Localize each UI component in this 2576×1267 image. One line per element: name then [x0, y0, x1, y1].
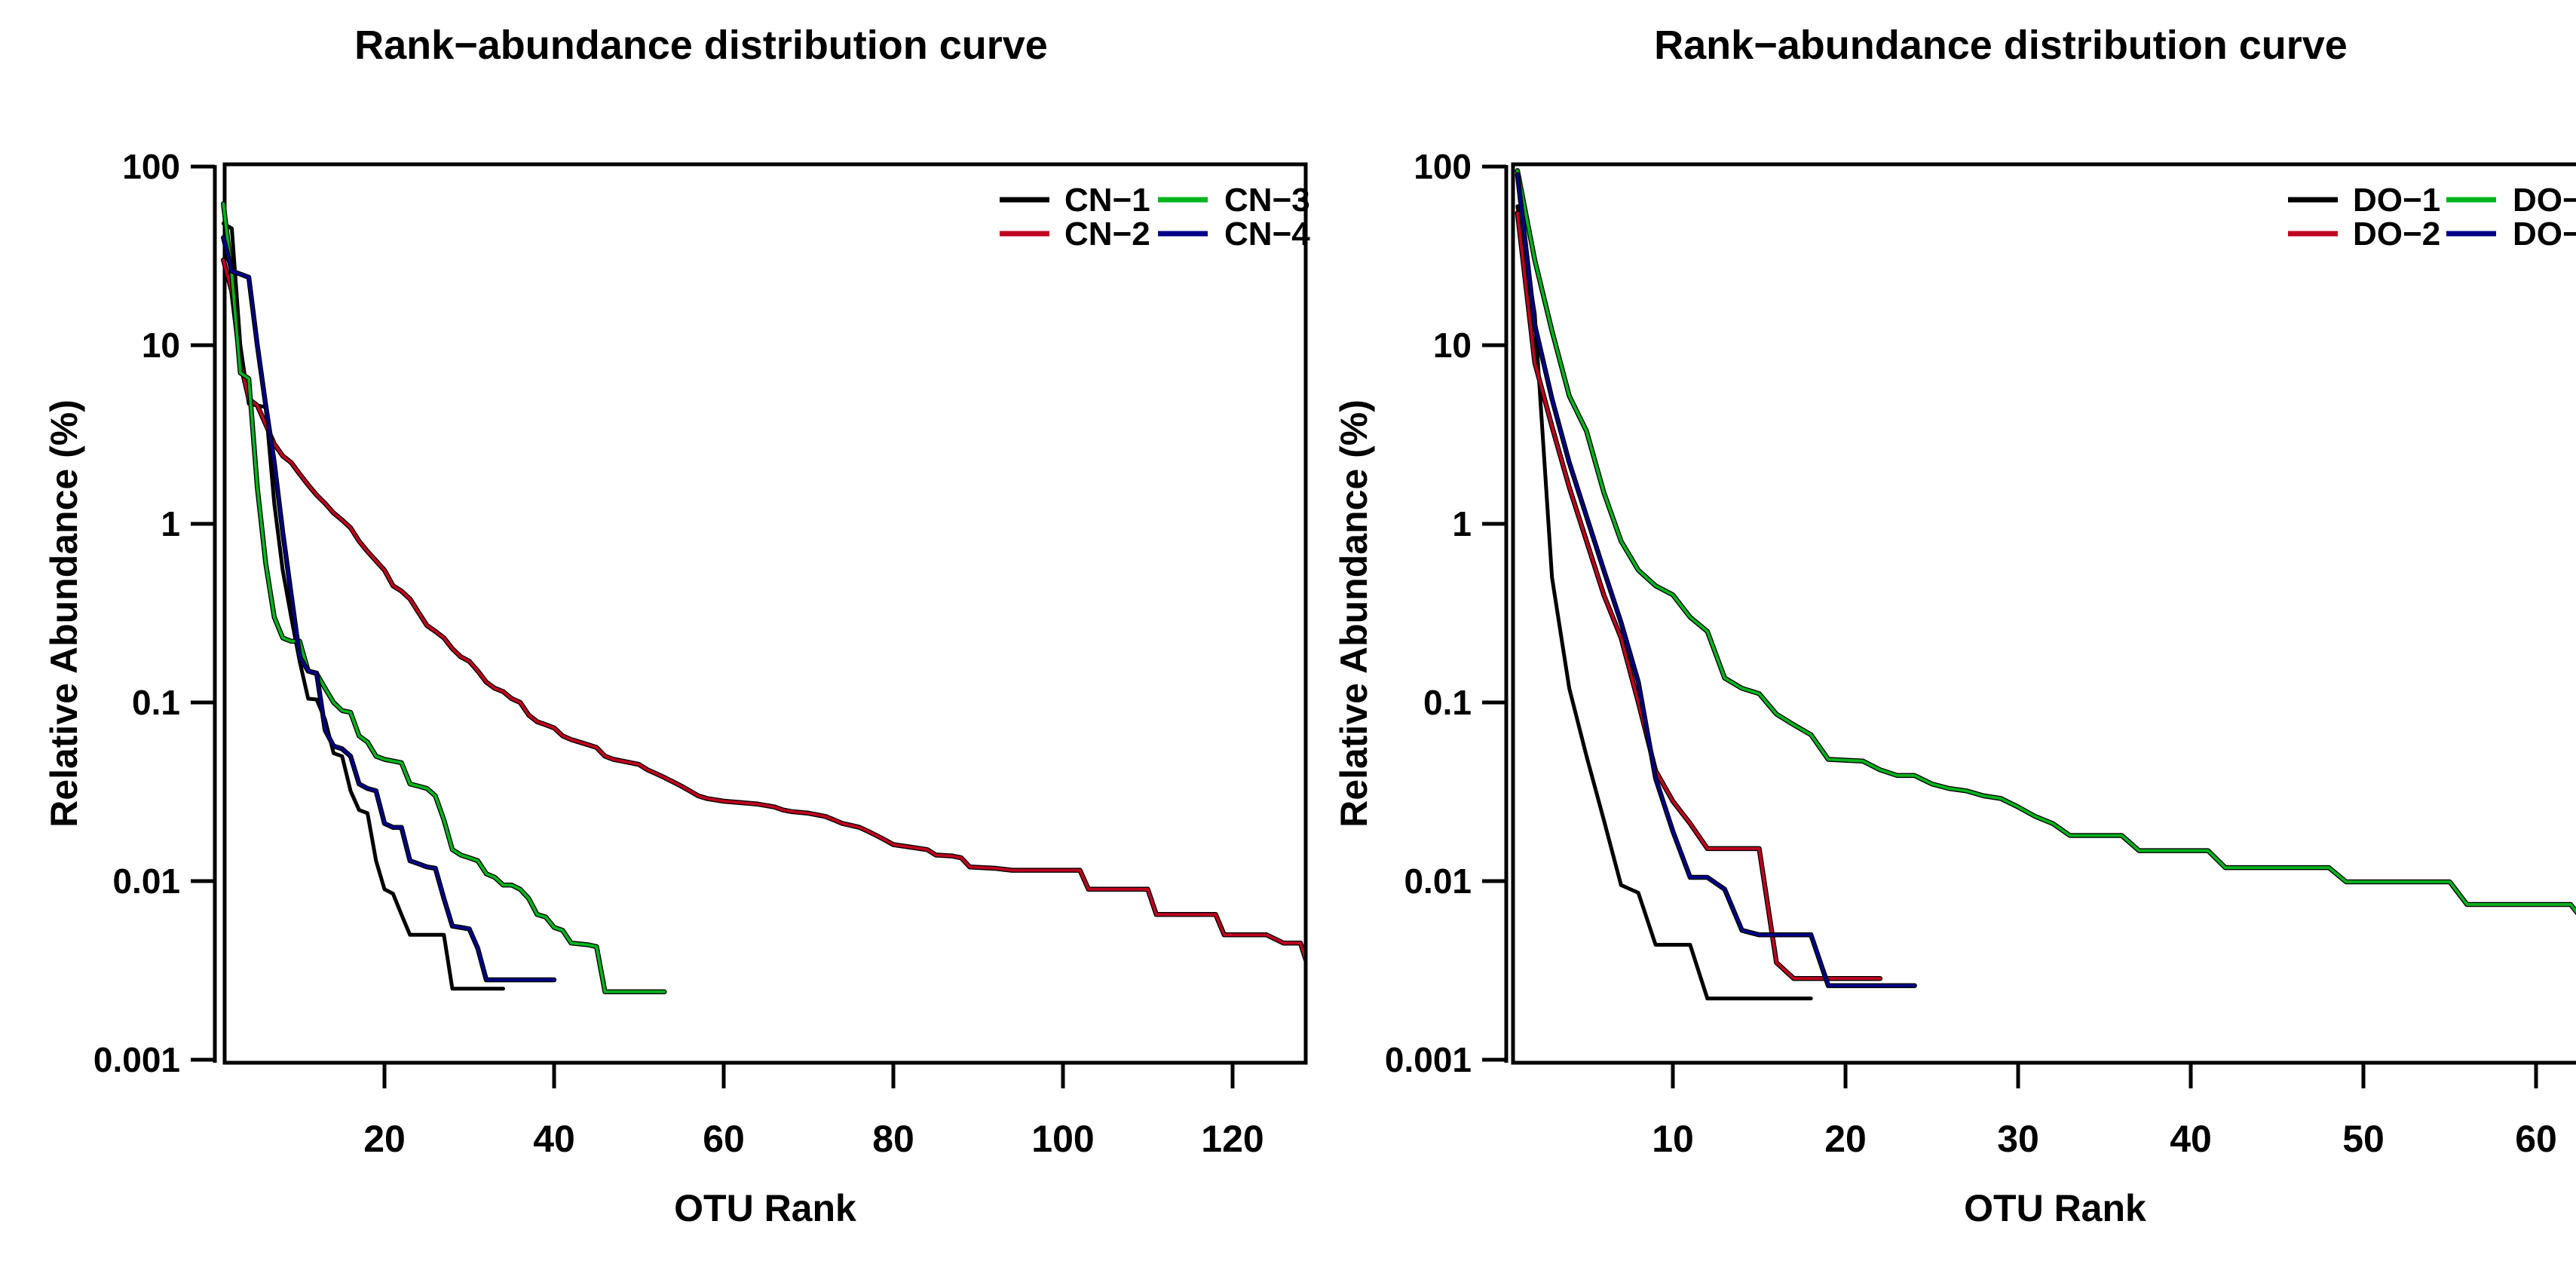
y-tick-label: 10 — [1433, 326, 1472, 365]
x-tick-label: 40 — [2170, 1118, 2212, 1160]
series-line-CN−2 — [222, 259, 1304, 959]
legend-label-DO−2: DO−2 — [2353, 216, 2440, 252]
legend-label-CN−3: CN−3 — [1224, 182, 1310, 219]
chart-panel-right: Rank−abundance distribution curve Relati… — [1319, 12, 2576, 1267]
series-line-outline-DO−4 — [1515, 172, 1917, 988]
legend-label-DO−1: DO−1 — [2353, 182, 2440, 219]
rank-abundance-chart-left-svg: Rank−abundance distribution curve Relati… — [43, 23, 1310, 1229]
series-group — [1515, 168, 2576, 1001]
x-tick-label: 60 — [2515, 1118, 2557, 1160]
x-tick-label: 40 — [533, 1118, 575, 1160]
y-tick-label: 1 — [161, 504, 180, 543]
y-tick-label: 0.01 — [112, 861, 180, 901]
x-tick-label: 120 — [1201, 1118, 1263, 1160]
series-line-CN−3 — [222, 202, 666, 993]
x-axis-title: OTU Rank — [674, 1187, 856, 1229]
series-line-DO−1 — [1515, 204, 1813, 1001]
y-tick-label: 0.01 — [1404, 861, 1472, 901]
plot-area: 100 10 1 0.1 0.01 0.001 10 20 30 40 50 60 DO−1DO−2 DO… — [1385, 147, 2576, 1160]
rank-abundance-chart-right-svg: Rank−abundance distribution curve Relati… — [1333, 23, 2576, 1229]
x-tick-label: 20 — [1824, 1118, 1867, 1160]
y-tick-label: 100 — [122, 147, 180, 186]
x-axis-title: OTU Rank — [1964, 1187, 2146, 1229]
legend-label-CN−1: CN−1 — [1064, 182, 1150, 219]
x-tick-label: 10 — [1652, 1118, 1694, 1160]
legend-label-DO−4: DO−4 — [2513, 216, 2576, 252]
series-group — [221, 200, 1304, 995]
x-tick-label: 60 — [703, 1118, 745, 1160]
x-tick-label: 100 — [1031, 1118, 1094, 1160]
plot-box — [1511, 162, 2576, 1065]
series-line-DO−3 — [1516, 169, 2576, 914]
series-line-CN−1 — [221, 222, 505, 991]
x-tick-label: 80 — [872, 1118, 914, 1160]
series-line-DO−2 — [1516, 211, 1882, 981]
series-line-CN−4 — [222, 236, 556, 981]
y-axis-title: Relative Abundance (%) — [1333, 399, 1375, 828]
y-axis-title: Relative Abundance (%) — [43, 399, 85, 828]
chart-title: Rank−abundance distribution curve — [1654, 23, 2348, 68]
y-tick-label: 1 — [1452, 504, 1472, 543]
y-tick-label: 0.1 — [1423, 683, 1472, 722]
x-tick-label: 50 — [2342, 1118, 2385, 1160]
chart-title: Rank−abundance distribution curve — [354, 23, 1048, 68]
y-tick-label: 10 — [142, 326, 180, 365]
y-tick-label: 0.001 — [93, 1040, 180, 1079]
y-tick-label: 0.1 — [132, 683, 180, 722]
y-tick-label: 100 — [1414, 147, 1472, 186]
series-line-DO−4 — [1516, 173, 1916, 987]
legend-label-CN−4: CN−4 — [1224, 216, 1310, 252]
plot-box — [222, 162, 1308, 1065]
y-tick-label: 0.001 — [1385, 1040, 1472, 1079]
series-line-outline-DO−2 — [1515, 210, 1883, 981]
plot-area: 100 10 1 0.1 0.01 0.001 20 40 60 80 100 120 CN−1CN−2… — [93, 147, 1310, 1160]
chart-panel-left: Rank−abundance distribution curve Relati… — [30, 12, 1318, 1267]
legend-label-CN−2: CN−2 — [1064, 216, 1150, 252]
x-tick-label: 30 — [1997, 1118, 2039, 1160]
legend-label-DO−3: DO−3 — [2513, 182, 2576, 219]
x-tick-label: 20 — [363, 1118, 406, 1160]
series-line-outline-CN−2 — [221, 257, 1304, 963]
series-line-outline-DO−3 — [1515, 168, 2576, 916]
